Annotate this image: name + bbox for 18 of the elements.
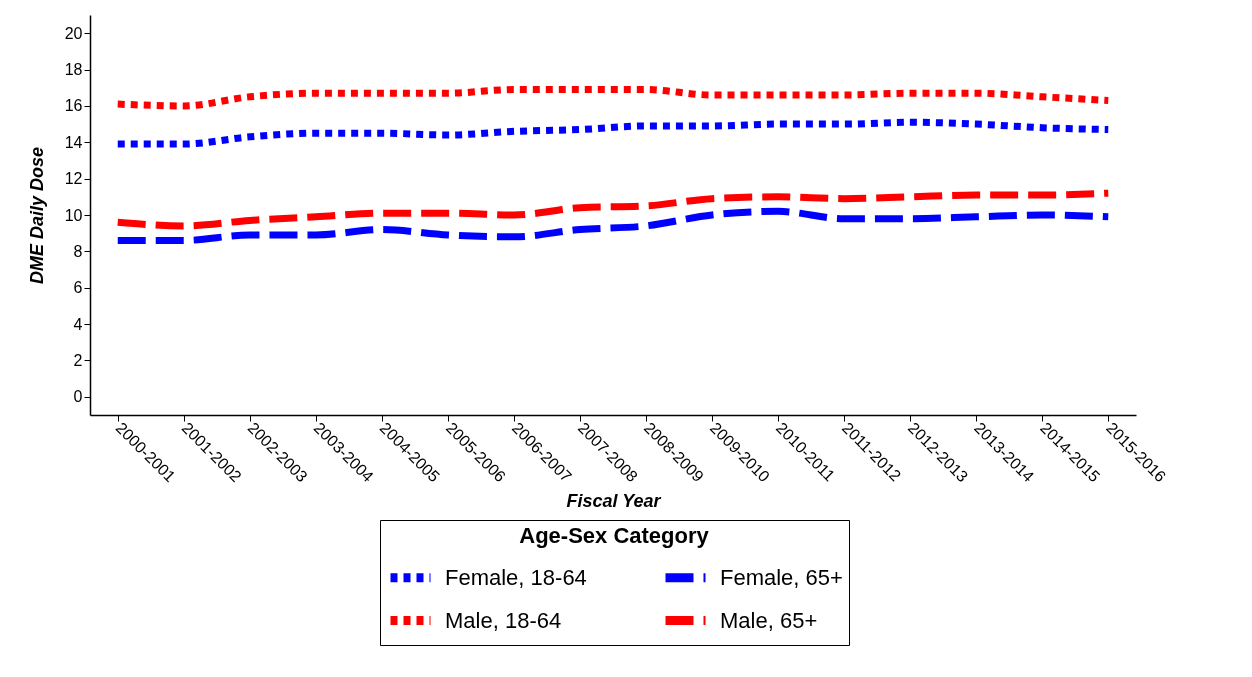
legend-label: Male, 65+ [720,607,818,633]
y-tick-label: 18 [64,61,83,79]
y-tick-label: 6 [73,279,83,297]
y-tick-label: 14 [64,133,83,151]
y-tick-label: 0 [73,388,83,406]
y-tick-label: 4 [73,315,83,333]
y-tick-label: 10 [64,206,83,224]
y-tick-label: 20 [64,24,83,42]
y-tick-label: 12 [64,170,83,188]
legend-title: Age-Sex Category [519,523,710,548]
legend-label: Male, 18-64 [445,607,562,633]
y-tick-label: 8 [73,242,83,260]
legend-label: Female, 65+ [720,564,843,590]
legend-label: Female, 18-64 [445,564,587,590]
y-axis-title: DME Daily Dose [26,146,47,285]
x-axis-title: Fiscal Year [566,491,662,512]
y-tick-label: 2 [73,351,83,369]
y-tick-label: 16 [64,97,83,115]
